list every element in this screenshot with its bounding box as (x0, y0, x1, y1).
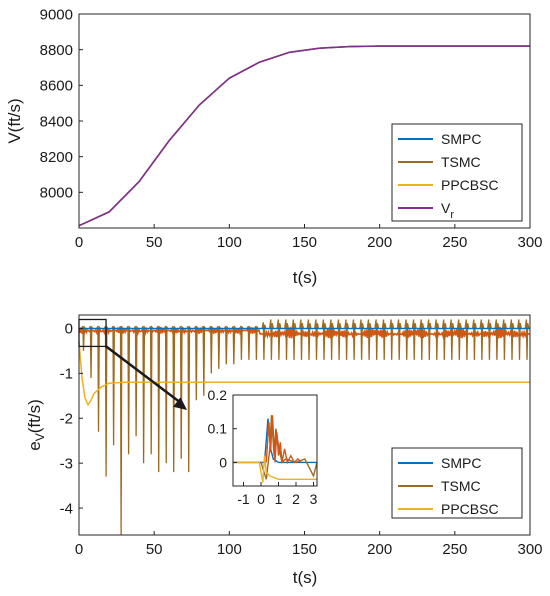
top-ylabel: V(ft/s) (5, 98, 24, 143)
legend-label-vr: Vr (441, 200, 454, 221)
bottom-oscillation-trace (78, 325, 530, 340)
top-ytick-label: 8800 (40, 42, 73, 59)
legend-label-text: SMPC (441, 455, 481, 471)
bottom-xtick-label: 200 (367, 541, 392, 558)
bottom-ytick-label: 0 (65, 321, 73, 338)
inset-series-group (233, 415, 318, 483)
legend-label-text: SMPC (441, 131, 481, 147)
legend-label-sub: r (450, 209, 454, 221)
top-ytick-label: 9000 (40, 6, 73, 23)
top-ytick-label: 8400 (40, 113, 73, 130)
inset-series-line-ppcbsc (233, 455, 317, 483)
top-ytick-label: 8200 (40, 149, 73, 166)
top-chart: 0 50 100 150 200 250 300 8000 8200 8400 8600 8800 90… (5, 6, 543, 287)
top-xtick-label: 300 (517, 234, 542, 251)
inset-xtick-label: 1 (275, 491, 283, 507)
legend-label-tsmc: TSMC (441, 478, 481, 494)
zoom-box (78, 318, 107, 348)
bottom-series-line-ppcbsc (78, 341, 530, 407)
bottom-xtick-label: 250 (442, 541, 467, 558)
legend-label-tsmc: TSMC (441, 154, 481, 170)
top-legend: SMPC TSMC PPCBSC Vr (391, 123, 523, 222)
inset-ytick-label: 0 (219, 454, 227, 470)
inset-ytick-label: 0.2 (208, 387, 228, 403)
bottom-legend-box (391, 447, 523, 519)
legend-label-smpc: SMPC (441, 131, 481, 147)
inset-xtick-label: 0 (257, 491, 265, 507)
bottom-xtick-label: 150 (292, 541, 317, 558)
bottom-ylabel: eV(ft/s) (25, 399, 47, 450)
legend-label-smpc: SMPC (441, 455, 481, 471)
bottom-xlabel: t(s) (293, 568, 318, 587)
legend-label-text: TSMC (441, 154, 481, 170)
bottom-xtick-label: 300 (517, 541, 542, 558)
inset-axes-frame (232, 394, 318, 487)
bottom-ytick-label: -1 (60, 366, 73, 383)
legend-label-text: PPCBSC (441, 501, 499, 517)
zoom-arrow-head (173, 397, 187, 410)
top-legend-box (391, 123, 523, 222)
zoom-arrow (105, 345, 182, 404)
legend-label-ppcbsc: PPCBSC (441, 501, 499, 517)
inset-series-line-smpc (233, 418, 317, 464)
top-ytick-label: 8000 (40, 185, 73, 202)
top-xtick-label: 250 (442, 234, 467, 251)
inset-series-line-oscillation (265, 415, 302, 465)
bottom-ytick-label: -4 (60, 500, 73, 517)
legend-label-text: V (441, 200, 451, 216)
bottom-ylabel-suffix: (ft/s) (25, 399, 44, 433)
top-xtick-label: 200 (367, 234, 392, 251)
bottom-xtick-label: 100 (217, 541, 242, 558)
bottom-xtick-label: 0 (75, 541, 83, 558)
inset-tick-group: -1 0 1 2 300.10.2 (208, 387, 318, 507)
inset-xtick-label: 3 (310, 491, 318, 507)
legend-label-text: PPCBSC (441, 177, 499, 193)
top-ytick-label: 8600 (40, 78, 73, 95)
top-xtick-label: 50 (146, 234, 163, 251)
top-xtick-label: 150 (292, 234, 317, 251)
inset-ytick-label: 0.1 (208, 421, 228, 437)
top-series-line-vr (78, 45, 530, 227)
top-xtick-label: 100 (217, 234, 242, 251)
inset-xtick-label: 2 (292, 491, 300, 507)
legend-label-text: TSMC (441, 478, 481, 494)
inset-xtick-label: -1 (237, 491, 250, 507)
legend-label-ppcbsc: PPCBSC (441, 177, 499, 193)
bottom-ylabel-main: e (25, 441, 44, 450)
inset-chart: -1 0 1 2 300.10.2 (208, 387, 318, 507)
bottom-ylabel-sub: V (33, 433, 47, 441)
bottom-series-group (78, 319, 530, 536)
top-xlabel: t(s) (293, 268, 318, 287)
bottom-ytick-label: -2 (60, 411, 73, 428)
top-xtick-label: 0 (75, 234, 83, 251)
top-series-group (78, 45, 530, 227)
top-tick-group: 0 50 100 150 200 250 300 8000 8200 8400 8600 8800 90… (40, 6, 543, 251)
bottom-ytick-label: -3 (60, 455, 73, 472)
bottom-legend: SMPC TSMC PPCBSC (391, 447, 523, 519)
bottom-xtick-label: 50 (146, 541, 163, 558)
